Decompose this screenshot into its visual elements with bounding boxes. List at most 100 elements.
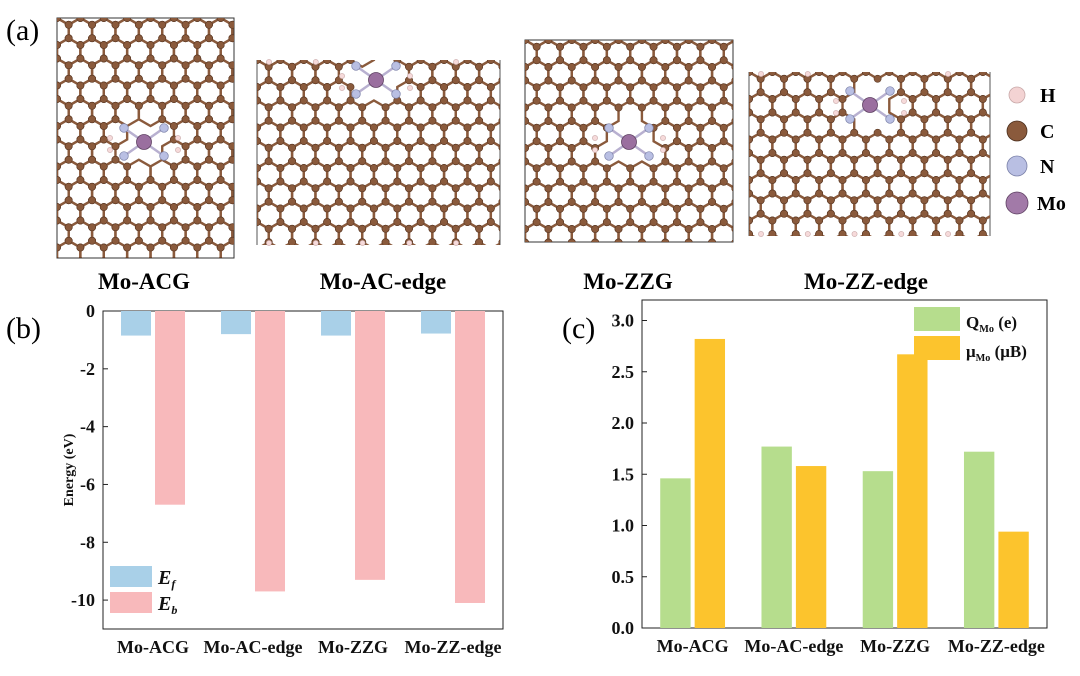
carbon-atom bbox=[42, 197, 49, 204]
carbon-atom bbox=[874, 237, 881, 244]
carbon-atom bbox=[649, 42, 658, 51]
carbon-atom bbox=[99, 54, 108, 63]
carbon-atom bbox=[511, 164, 518, 171]
carbon-atom bbox=[428, 103, 437, 112]
hex-ring bbox=[525, 146, 527, 163]
carbon-atom bbox=[498, 225, 500, 232]
carbon-atom bbox=[194, 284, 201, 291]
carbon-atom bbox=[475, 184, 484, 193]
carbon-atom bbox=[64, 20, 73, 29]
carbon-atom bbox=[42, 62, 49, 69]
carbon-atom bbox=[1003, 109, 1010, 116]
carbon-atom bbox=[440, 83, 448, 91]
carbon-atom bbox=[242, 239, 249, 246]
carbon-atom bbox=[755, 36, 762, 43]
carbon-atom bbox=[346, 83, 355, 91]
carbon-atom bbox=[134, 34, 143, 43]
hex-ring bbox=[546, 241, 550, 242]
carbon-atom bbox=[792, 257, 799, 264]
carbon-atom bbox=[850, 74, 859, 83]
carbon-atom bbox=[708, 40, 716, 44]
carbon-atom bbox=[991, 197, 998, 204]
carbon-atom bbox=[170, 18, 178, 22]
carbon-atom bbox=[440, 123, 448, 132]
y-tick-label: 2.0 bbox=[612, 413, 635, 433]
carbon-atom bbox=[312, 36, 319, 43]
carbon-atom bbox=[511, 137, 518, 144]
carbon-atom bbox=[602, 177, 611, 186]
carbon-atom bbox=[159, 0, 166, 1]
y-axis-label: Energy (eV) bbox=[62, 433, 77, 506]
carbon-atom bbox=[1003, 55, 1010, 62]
carbon-atom bbox=[722, 190, 729, 197]
carbon-atom bbox=[1003, 149, 1010, 156]
carbon-atom bbox=[18, 197, 25, 204]
carbon-atom bbox=[732, 23, 739, 30]
carbon-atom bbox=[242, 63, 249, 70]
carbon-atom bbox=[42, 116, 49, 123]
carbon-atom bbox=[276, 83, 285, 91]
carbon-atom bbox=[288, 103, 296, 112]
carbon-atom bbox=[826, 128, 835, 137]
legend-mo-atom bbox=[1005, 191, 1029, 215]
carbon-atom bbox=[874, 237, 881, 244]
hex-ring bbox=[735, 101, 758, 128]
carbon-atom bbox=[42, 21, 49, 28]
carbon-atom bbox=[1003, 230, 1010, 237]
bar bbox=[795, 466, 827, 628]
carbon-atom bbox=[734, 129, 741, 136]
carbon-atom bbox=[1003, 109, 1010, 116]
carbon-atom bbox=[944, 251, 951, 258]
carbon-atom bbox=[486, 218, 495, 226]
edge-hydrogen-atom bbox=[945, 71, 951, 77]
carbon-atom bbox=[720, 246, 727, 253]
carbon-atom bbox=[1003, 55, 1010, 62]
carbon-atom bbox=[428, 224, 437, 233]
carbon-atom bbox=[253, 43, 260, 50]
carbon-atom bbox=[487, 245, 494, 252]
carbon-atom bbox=[804, 237, 811, 244]
carbon-atom bbox=[393, 137, 402, 145]
carbon-atom bbox=[99, 216, 108, 225]
carbon-atom bbox=[544, 198, 553, 206]
carbon-atom bbox=[991, 170, 998, 177]
carbon-atom bbox=[42, 75, 49, 82]
carbon-atom bbox=[944, 237, 951, 244]
carbon-atom bbox=[158, 236, 167, 245]
carbon-atom bbox=[908, 176, 917, 184]
carbon-atom bbox=[64, 223, 73, 232]
carbon-atom bbox=[1003, 257, 1010, 264]
carbon-atom bbox=[264, 95, 271, 102]
carbon-atom bbox=[405, 143, 413, 152]
carbon-atom bbox=[30, 244, 37, 251]
carbon-atom bbox=[170, 122, 178, 130]
lattice-mo-zz-edge bbox=[722, 55, 1010, 264]
carbon-atom bbox=[755, 23, 762, 30]
carbon-atom bbox=[216, 203, 225, 211]
hex-ring bbox=[640, 220, 667, 242]
carbon-atom bbox=[991, 129, 998, 136]
carbon-atom bbox=[170, 216, 178, 225]
carbon-atom bbox=[440, 218, 448, 226]
carbon-atom bbox=[943, 115, 952, 124]
carbon-atom bbox=[826, 196, 835, 205]
carbon-atom bbox=[756, 88, 765, 97]
carbon-atom bbox=[440, 96, 448, 105]
carbon-atom bbox=[873, 209, 882, 218]
carbon-atom bbox=[614, 225, 623, 233]
carbon-atom bbox=[602, 218, 611, 227]
carbon-atom bbox=[358, 116, 367, 125]
carbon-atom bbox=[744, 16, 751, 23]
carbon-atom bbox=[908, 135, 917, 144]
carbon-atom bbox=[463, 96, 472, 105]
carbon-atom bbox=[755, 144, 762, 151]
carbon-atom bbox=[649, 56, 658, 65]
carbon-atom bbox=[885, 135, 894, 144]
carbon-atom bbox=[955, 189, 964, 198]
carbon-atom bbox=[216, 18, 225, 22]
carbon-atom bbox=[920, 115, 929, 124]
carbon-atom bbox=[42, 156, 49, 163]
carbon-atom bbox=[908, 108, 917, 117]
carbon-atom bbox=[311, 143, 320, 152]
structure-label-mo-zzg: Mo-ZZG bbox=[583, 269, 673, 294]
